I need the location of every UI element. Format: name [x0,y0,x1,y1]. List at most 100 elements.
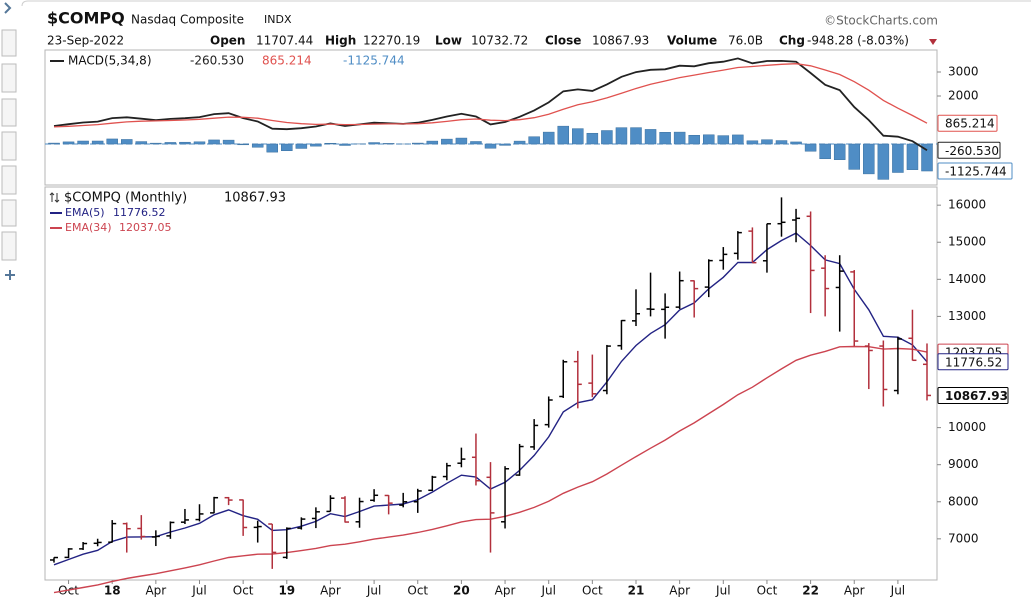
down-indicator [929,39,937,45]
histogram-bar [542,131,555,145]
histogram-bar [382,143,395,145]
legend-value: -1125.744 [343,54,405,68]
histogram-bar [863,143,875,175]
value-box-label: 10867.93 [945,389,1008,403]
histogram-bar [237,143,249,146]
sidebar-box[interactable] [1,29,17,57]
histogram-bar [804,143,817,152]
value-box [937,141,1001,159]
histogram-bar [135,141,148,145]
x-tick-label: Oct [407,584,428,598]
histogram-bar [732,134,744,145]
histogram-bar [295,143,308,149]
y-tick-label: 7000 [948,531,979,545]
histogram-bar [673,131,686,145]
legend-value: 10867.93 [224,191,286,206]
source: ©StockCharts.com [824,14,938,28]
histogram-bar [499,143,511,146]
histogram-bar [470,141,482,145]
histogram-bar [455,137,468,145]
add-button[interactable] [5,270,15,280]
y-tick-label: 16000 [948,198,986,212]
sidebar-box[interactable] [1,63,17,93]
expand-arrow[interactable] [4,2,12,14]
legend-value: 11776.52 [113,206,166,219]
histogram-bar [557,125,569,145]
close-value: 10867.93 [592,34,649,48]
histogram-bar [281,143,293,152]
histogram-bar [848,143,860,170]
y-tick-label: 15000 [948,235,986,249]
histogram-bar [164,142,177,145]
x-tick-label: Apr [844,584,865,598]
y-tick-label: 3000 [948,65,979,79]
x-tick-label: Apr [320,584,341,598]
x-tick-label: Jul [540,584,555,598]
macd-panel [44,49,938,186]
histogram-bar [833,143,846,160]
sidebar-box[interactable] [1,98,17,127]
histogram-bar [266,143,278,153]
histogram-bar [412,142,424,145]
macd-line [53,57,928,152]
histogram-bar [601,130,613,145]
histogram-bar [761,139,773,145]
histogram-bar [48,142,60,145]
date: 23-Sep-2022 [47,34,124,48]
x-tick-label: Jul [715,584,730,598]
x-tick-label: 18 [104,584,121,598]
histogram-bar [310,143,322,147]
x-tick-label: 20 [453,584,470,598]
legend-label: MACD(5,34,8) [68,54,152,68]
price-panel [44,186,938,581]
histogram-bar [426,140,439,145]
sidebar-box[interactable] [1,131,17,161]
x-tick-label: Jul [366,584,381,598]
y-tick-label: 9000 [948,457,979,471]
sidebar-box[interactable] [1,199,17,227]
value-box [937,114,998,132]
x-tick-label: 22 [802,584,819,598]
open-value: 11707.44 [256,34,313,48]
x-tick-label: Jul [191,584,206,598]
legend-icon [49,192,60,203]
histogram-bar [644,129,657,145]
value-box-label: 11776.52 [945,355,1002,369]
high-value: 12270.19 [363,34,420,48]
histogram-bar [906,143,919,170]
histogram-bar [324,142,337,145]
exchange: INDX [264,13,292,26]
histogram-bar [659,132,671,145]
histogram-bar [746,140,759,145]
x-tick-label: 21 [628,584,645,598]
value-box-label: -1125.744 [945,165,1007,179]
x-tick-label: Apr [495,584,516,598]
histogram-bar [921,143,933,172]
histogram-bar [91,140,104,145]
histogram-bar [586,132,599,145]
histogram-bar [368,142,380,145]
symbol: $COMPQ [47,9,125,28]
security-name: Nasdaq Composite [131,13,244,27]
histogram-bar [528,136,540,145]
value-box-label: 865.214 [945,117,995,131]
sidebar-box[interactable] [1,165,17,195]
change-label: Chg [779,34,805,48]
signal-line [53,63,928,128]
legend-value: -260.530 [190,54,244,68]
sidebar-box[interactable] [1,231,17,261]
low-value: 10732.72 [471,34,528,48]
histogram-bar [717,135,730,145]
histogram-bar [62,141,75,145]
histogram-bar [790,141,802,145]
y-tick-label: 13000 [948,309,986,323]
histogram-bar [484,143,497,149]
histogram-bar [877,143,890,180]
top-border [21,0,1031,7]
legend-label: EMA(5) [65,206,105,219]
histogram-bar [222,139,235,145]
legend-label: EMA(34) [65,221,112,234]
histogram-bar [819,143,831,160]
